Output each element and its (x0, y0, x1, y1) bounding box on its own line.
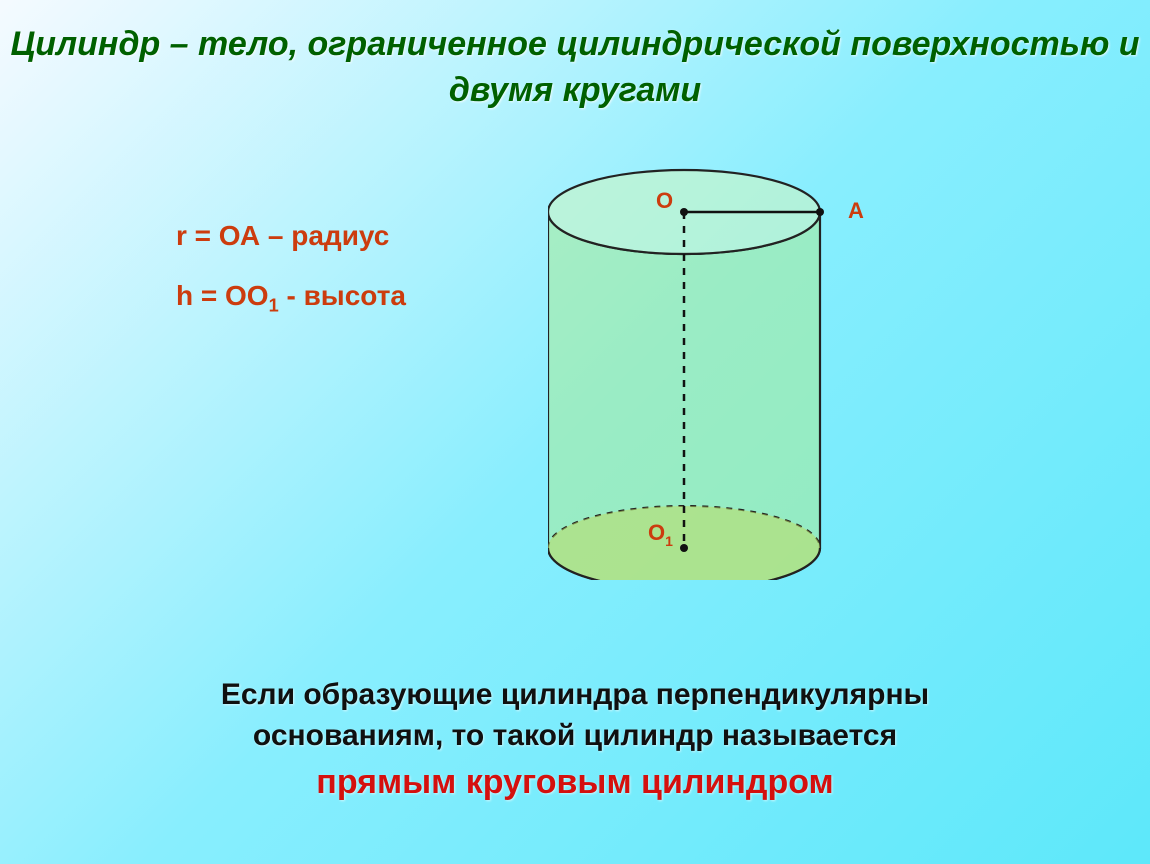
formula-height: h = ОО1 - высота (176, 280, 406, 317)
slide-title: Цилиндр – тело, ограниченное цилиндричес… (0, 22, 1150, 114)
footer-highlight: прямым круговым цилиндром (0, 760, 1150, 806)
footer-text: Если образующие цилиндра перпендикулярны… (0, 675, 1150, 806)
label-o: О (656, 188, 673, 213)
formula-block: r = ОА – радиус h = ОО1 - высота (176, 220, 406, 317)
point-o1 (680, 544, 688, 552)
formula-radius: r = ОА – радиус (176, 220, 406, 252)
footer-line2: основаниям, то такой цилиндр называется (253, 719, 897, 752)
label-a: А (848, 198, 864, 223)
cylinder-diagram: О А О1 (548, 150, 934, 580)
point-o (680, 208, 688, 216)
footer-line1: Если образующие цилиндра перпендикулярны (221, 678, 929, 711)
point-a (816, 208, 824, 216)
